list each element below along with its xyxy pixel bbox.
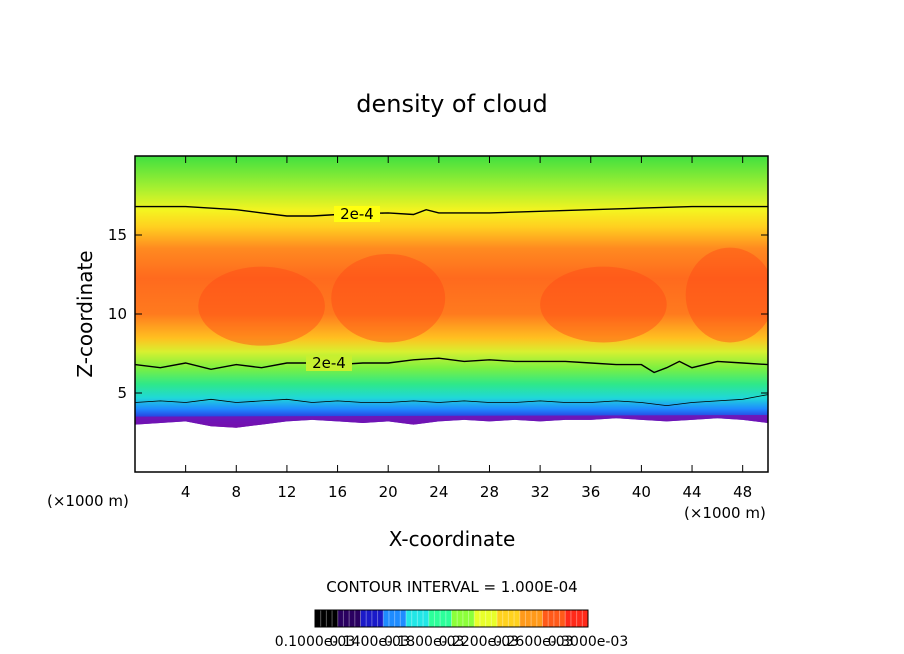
colorbar-swatch — [548, 610, 555, 627]
density-core-2 — [331, 253, 446, 343]
colorbar-swatch — [559, 610, 566, 627]
colorbar-swatch — [428, 610, 435, 627]
contour-label-lower: 2e-4 — [312, 354, 346, 372]
density-field — [135, 156, 768, 428]
colorbar-swatch — [525, 610, 532, 627]
x-axis-label: X-coordinate — [389, 527, 516, 551]
x-tick-label: 20 — [379, 483, 398, 501]
colorbar-swatch — [531, 610, 538, 627]
x-tick-label: 4 — [181, 483, 191, 501]
x-tick-label: 48 — [733, 483, 752, 501]
colorbar-swatch — [337, 610, 344, 627]
colorbar-swatch — [502, 610, 509, 627]
x-tick-label: 40 — [632, 483, 651, 501]
x-tick-label: 16 — [328, 483, 347, 501]
colorbar-swatch — [326, 610, 333, 627]
contour-interval: CONTOUR INTERVAL = 1.000E-04 — [326, 578, 577, 596]
colorbar-swatch — [542, 610, 549, 627]
colorbar-swatch — [394, 610, 401, 627]
colorbar-swatch — [377, 610, 384, 627]
contour-label-upper: 2e-4 — [340, 205, 374, 223]
colorbar-label: 0.2200e-03 — [439, 634, 519, 650]
x-unit-left: (×1000 m) — [47, 492, 129, 510]
contour-line-upper — [135, 205, 768, 217]
colorbar-swatch — [485, 610, 492, 627]
colorbar-swatch — [514, 610, 521, 627]
colorbar-swatch — [332, 610, 339, 627]
colorbar-swatch — [315, 610, 322, 627]
x-tick-label: 24 — [429, 483, 448, 501]
lower-label-bg — [306, 355, 352, 371]
colorbar-swatch — [320, 610, 327, 627]
colorbar-swatch — [451, 610, 458, 627]
x-tick-label: 8 — [232, 483, 242, 501]
colorbar-swatch — [383, 610, 390, 627]
colorbar-swatch — [508, 610, 515, 627]
colorbar-swatch — [417, 610, 424, 627]
colorbar-label: 0.2600e-03 — [493, 634, 573, 650]
colorbar-swatch — [468, 610, 475, 627]
colorbar-swatch — [536, 610, 543, 627]
colorbar-swatch — [497, 610, 504, 627]
colorbar-label: 0.1000e-03 — [275, 634, 355, 650]
y-tick-label: 15 — [108, 226, 127, 244]
colorbar-swatch — [570, 610, 578, 627]
colorbar-swatch — [445, 610, 452, 627]
colorbar-swatch — [576, 610, 583, 627]
x-tick-label: 28 — [480, 483, 499, 501]
colorbar-swatch — [565, 610, 572, 627]
colorbar-swatch — [406, 610, 413, 627]
colorbar-swatch — [411, 610, 418, 627]
colorbar-swatch — [491, 610, 498, 627]
colorbar-swatch — [462, 610, 470, 627]
colorbar-labels: 0.1000e-030.1400e-030.1800e-030.2200e-03… — [275, 634, 628, 650]
density-core-4 — [685, 247, 768, 343]
colorbar-label: 0.1400e-03 — [329, 634, 409, 650]
x-tick-label: 32 — [531, 483, 550, 501]
x-tick-label: 44 — [682, 483, 701, 501]
density-core-1 — [198, 266, 325, 346]
upper-label-bg — [334, 206, 380, 222]
colorbar — [314, 609, 589, 628]
colorbar-swatch — [349, 610, 356, 627]
colorbar-swatch — [400, 610, 407, 627]
colorbar-swatch — [354, 610, 361, 627]
y-tick-label: 10 — [108, 305, 127, 323]
colorbar-swatch — [434, 610, 441, 627]
colorbar-swatch — [423, 610, 430, 627]
y-axis-label: Z-coordinate — [73, 250, 97, 377]
density-core-3 — [540, 266, 667, 343]
colorbar-swatch — [371, 610, 379, 627]
colorbar-swatch — [388, 610, 396, 627]
colorbar-swatch — [479, 610, 487, 627]
cloud-base-band — [135, 415, 768, 428]
contour-line-low — [134, 394, 769, 407]
density-bands — [135, 247, 768, 428]
colorbar-swatch — [343, 610, 350, 627]
y-tick-label: 5 — [117, 384, 127, 402]
colorbar-swatch — [553, 610, 561, 627]
colorbar-swatch — [519, 610, 526, 627]
colorbar-swatch — [474, 610, 481, 627]
colorbar-label: 0.1800e-03 — [384, 634, 464, 650]
x-tick-label: 36 — [581, 483, 600, 501]
colorbar-swatch — [366, 610, 373, 627]
colorbar-frame — [314, 609, 589, 628]
x-unit-right: (×1000 m) — [684, 504, 766, 522]
chart-title: density of cloud — [356, 90, 547, 118]
colorbar-swatch — [440, 610, 447, 627]
x-tick-label: 12 — [277, 483, 296, 501]
colorbar-swatch — [360, 610, 367, 627]
colorbar-swatch — [457, 610, 464, 627]
colorbar-label: 0.3000e-03 — [548, 634, 628, 650]
colorbar-swatch — [582, 610, 589, 627]
contour-line-lower — [134, 357, 769, 374]
